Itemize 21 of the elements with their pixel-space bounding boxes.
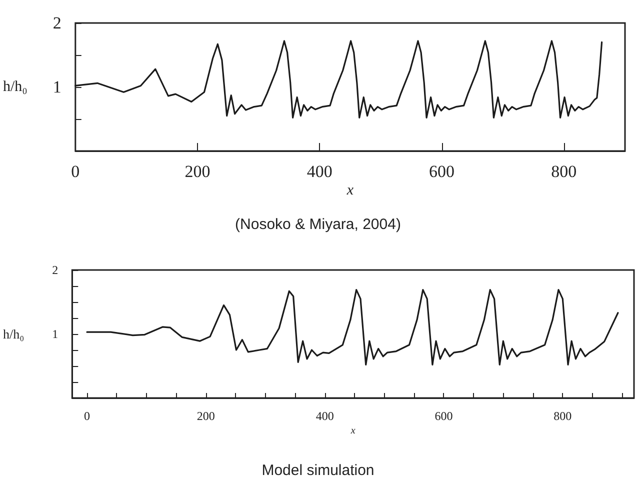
x-tick-label: 600 <box>434 409 453 423</box>
x-tick-label: 0 <box>71 162 80 181</box>
text: Model simulation <box>262 462 374 479</box>
y-tick-label: 1 <box>52 327 58 341</box>
text: (Nosoko & Miyara, 2004) <box>235 216 401 233</box>
x-tick-label: 200 <box>196 409 215 423</box>
y-tick-label: 2 <box>52 14 62 32</box>
x-axis-title: x <box>346 182 354 198</box>
x-tick-label: 400 <box>306 162 332 181</box>
x-tick-label: 800 <box>551 162 577 181</box>
y-tick-label: 1 <box>52 78 62 96</box>
line-series <box>86 289 619 366</box>
x-tick-label: 200 <box>184 162 210 181</box>
x-tick-label: 400 <box>316 409 334 423</box>
x-tick-label: 0 <box>84 409 90 423</box>
x-axis-title: x <box>350 426 356 436</box>
y-axis-title: h/h₀ <box>2 326 24 342</box>
x-tick-label: 600 <box>429 162 455 181</box>
y-tick-label: 2 <box>52 263 58 277</box>
y-axis-title: h/h₀ <box>2 79 28 95</box>
x-tick-label: 800 <box>554 409 572 423</box>
